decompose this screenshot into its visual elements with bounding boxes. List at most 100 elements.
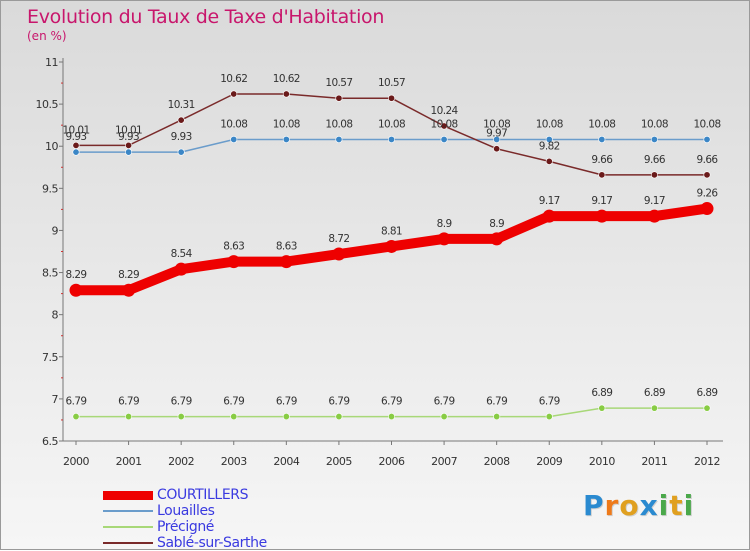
data-point-louailles [703,135,711,143]
data-point-louailles [493,135,501,143]
data-label-sabl-sur-sarthe: 10.01 [62,124,89,136]
legend-label-louailles: Louailles [157,503,215,519]
data-point-louailles [335,135,343,143]
data-label-sabl-sur-sarthe: 9.97 [486,128,507,140]
data-point-sabl-sur-sarthe [282,90,290,98]
data-label-pr-cign-: 6.79 [171,396,192,408]
data-point-courtillers [385,239,398,253]
data-label-pr-cign-: 6.79 [276,396,297,408]
data-label-pr-cign-: 6.89 [591,387,612,399]
data-label-sabl-sur-sarthe: 10.57 [325,77,352,89]
legend-label-sabl-sur-sarthe: Sablé-sur-Sarthe [157,535,267,551]
data-point-pr-cign- [230,413,238,421]
data-point-sabl-sur-sarthe [335,94,343,102]
data-point-louailles [545,135,553,143]
data-point-louailles [598,135,606,143]
data-point-pr-cign- [493,413,501,421]
data-point-sabl-sur-sarthe [177,116,185,124]
data-label-louailles: 10.08 [220,118,247,130]
data-point-courtillers [700,202,714,216]
x-tick-label: 2011 [641,455,667,468]
data-point-sabl-sur-sarthe [440,122,448,130]
x-tick-label: 2001 [116,455,142,468]
x-tick-label: 2002 [168,455,194,468]
data-label-pr-cign-: 6.79 [66,396,87,408]
data-label-courtillers: 8.54 [171,248,193,260]
data-point-courtillers [69,283,83,297]
data-label-sabl-sur-sarthe: 10.31 [168,99,195,111]
data-label-courtillers: 9.26 [697,188,719,200]
data-point-courtillers [332,247,346,261]
y-tick-label: 6.5 [42,435,58,448]
legend-swatch-courtillers [103,490,153,500]
data-point-pr-cign- [282,413,290,421]
data-label-courtillers: 8.63 [276,241,297,253]
data-label-pr-cign-: 6.79 [118,396,139,408]
data-label-courtillers: 8.72 [328,233,349,245]
data-point-courtillers [647,209,661,223]
data-label-sabl-sur-sarthe: 10.62 [220,73,247,85]
legend-item-courtillers: COURTILLERS [103,487,248,503]
data-point-pr-cign- [703,404,711,412]
data-point-louailles [650,135,658,143]
data-label-louailles: 10.08 [273,118,300,130]
y-tick-label: 7.5 [42,351,58,364]
y-tick-label: 7 [52,393,59,406]
data-point-louailles [282,135,290,143]
x-tick-label: 2012 [694,455,720,468]
data-point-pr-cign- [440,413,448,421]
legend-swatch-pr-cign- [103,526,153,528]
x-tick-label: 2007 [431,455,457,468]
x-tick-label: 2006 [379,455,405,468]
data-label-louailles: 10.08 [325,118,352,130]
legend-item-louailles: Louailles [103,503,215,519]
data-label-louailles: 10.08 [588,118,615,130]
legend-label-pr-cign-: Précigné [157,519,215,535]
data-label-louailles: 10.08 [693,118,720,130]
data-label-sabl-sur-sarthe: 10.57 [378,77,405,89]
data-label-sabl-sur-sarthe: 9.66 [697,154,719,166]
data-label-sabl-sur-sarthe: 9.66 [591,154,613,166]
data-point-courtillers [279,255,293,269]
x-tick-label: 2004 [273,455,299,468]
data-point-pr-cign- [650,404,658,412]
data-label-sabl-sur-sarthe: 9.82 [539,140,560,152]
data-label-sabl-sur-sarthe: 10.01 [115,124,142,136]
data-point-pr-cign- [335,413,343,421]
data-point-pr-cign- [598,404,606,412]
data-label-courtillers: 8.29 [66,269,87,281]
data-point-louailles [177,148,185,156]
data-point-pr-cign- [177,413,185,421]
data-point-sabl-sur-sarthe [387,94,395,102]
data-label-sabl-sur-sarthe: 10.24 [431,105,459,117]
data-label-louailles: 10.08 [536,118,563,130]
y-tick-label: 10.5 [36,98,59,111]
data-label-courtillers: 9.17 [539,195,560,207]
data-point-pr-cign- [72,413,80,421]
data-point-courtillers [542,209,556,223]
data-label-pr-cign-: 6.89 [697,387,718,399]
legend-swatch-sabl-sur-sarthe [103,542,153,544]
data-point-courtillers [437,232,451,246]
data-label-louailles: 9.93 [171,131,192,143]
legend-label-courtillers: COURTILLERS [157,487,249,503]
data-point-sabl-sur-sarthe [703,171,711,179]
data-label-courtillers: 8.9 [437,218,452,230]
data-label-courtillers: 9.17 [644,195,665,207]
x-tick-label: 2005 [326,455,352,468]
data-point-sabl-sur-sarthe [493,145,501,153]
x-tick-label: 2008 [484,455,510,468]
data-point-courtillers [595,209,609,223]
legend-swatch-louailles [103,510,153,512]
data-point-sabl-sur-sarthe [125,141,133,149]
data-label-sabl-sur-sarthe: 10.62 [273,73,300,85]
data-point-sabl-sur-sarthe [545,157,553,165]
data-label-courtillers: 8.29 [118,269,139,281]
data-label-louailles: 10.08 [378,118,405,130]
y-tick-label: 10 [45,140,58,153]
data-label-sabl-sur-sarthe: 9.66 [644,154,666,166]
x-tick-label: 2003 [221,455,247,468]
data-label-pr-cign-: 6.79 [381,396,402,408]
data-label-pr-cign-: 6.89 [644,387,665,399]
